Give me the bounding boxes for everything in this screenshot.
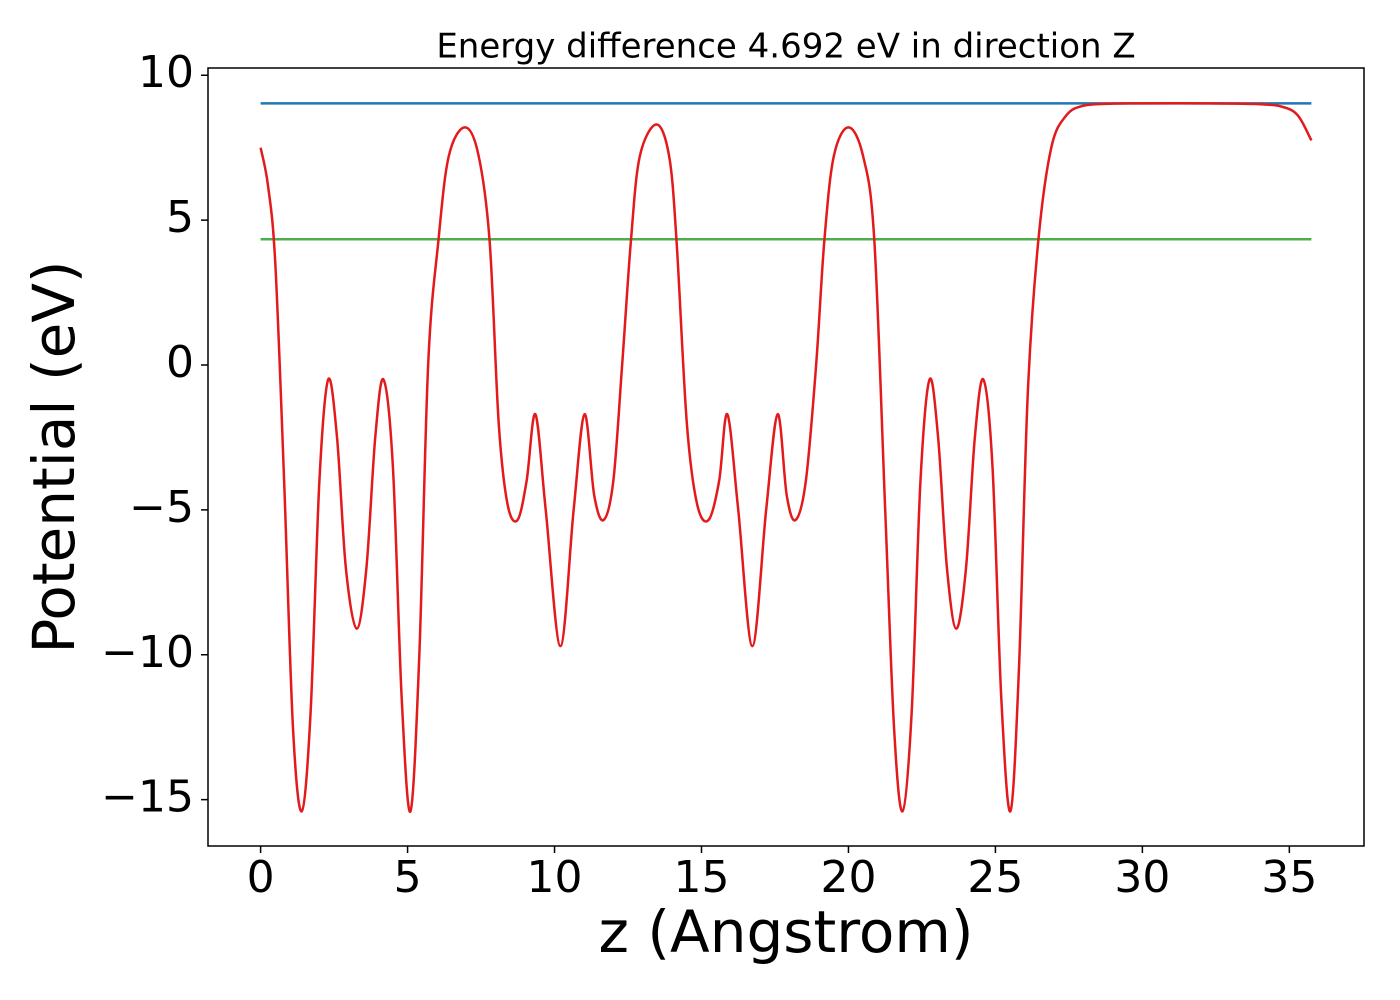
y-tick-label: 10	[138, 47, 194, 98]
y-tick-label: 5	[166, 192, 194, 243]
x-axis-label: z (Angstrom)	[599, 898, 974, 966]
x-tick-label: 30	[1114, 852, 1170, 903]
y-axis-label: Potential (eV)	[20, 260, 88, 653]
plot-frame	[207, 67, 1365, 847]
x-tick-label: 15	[673, 852, 729, 903]
y-tick-label: −10	[101, 627, 194, 678]
x-tick-label: 10	[527, 852, 583, 903]
chart-title: Energy difference 4.692 eV in direction …	[436, 27, 1135, 67]
series-line	[259, 102, 1313, 813]
x-tick-label: 35	[1261, 852, 1317, 903]
y-tick-label: −15	[101, 772, 194, 823]
x-tick-label: 0	[247, 852, 275, 903]
x-tick-label: 25	[967, 852, 1023, 903]
x-tick-label: 20	[820, 852, 876, 903]
x-tick-label: 5	[394, 852, 422, 903]
y-tick-label: 0	[166, 337, 194, 388]
y-tick-label: −5	[129, 482, 194, 533]
